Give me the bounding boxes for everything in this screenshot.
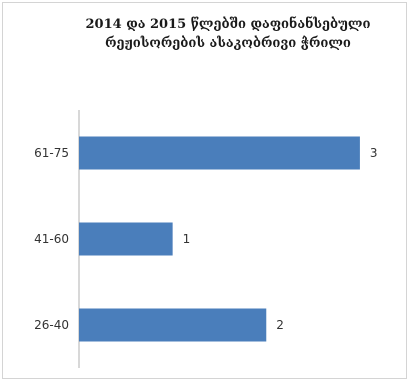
data-label: 1: [183, 232, 191, 246]
category-tick-labels: 26-40 41-60 61-75: [34, 146, 69, 332]
category-tick-label: 61-75: [34, 146, 69, 160]
bars-group: [79, 136, 360, 342]
category-tick-label: 26-40: [34, 318, 69, 332]
data-label: 3: [370, 146, 378, 160]
bar-61-75: [79, 136, 360, 170]
chart-title: 2014 და 2015 წლებში დაფინანსებული რეჟისო…: [85, 17, 371, 51]
data-labels: 2 1 3: [183, 146, 378, 332]
bar-26-40: [79, 308, 267, 342]
bar-41-60: [79, 222, 173, 256]
data-label: 2: [276, 318, 284, 332]
category-tick-label: 41-60: [34, 232, 69, 246]
